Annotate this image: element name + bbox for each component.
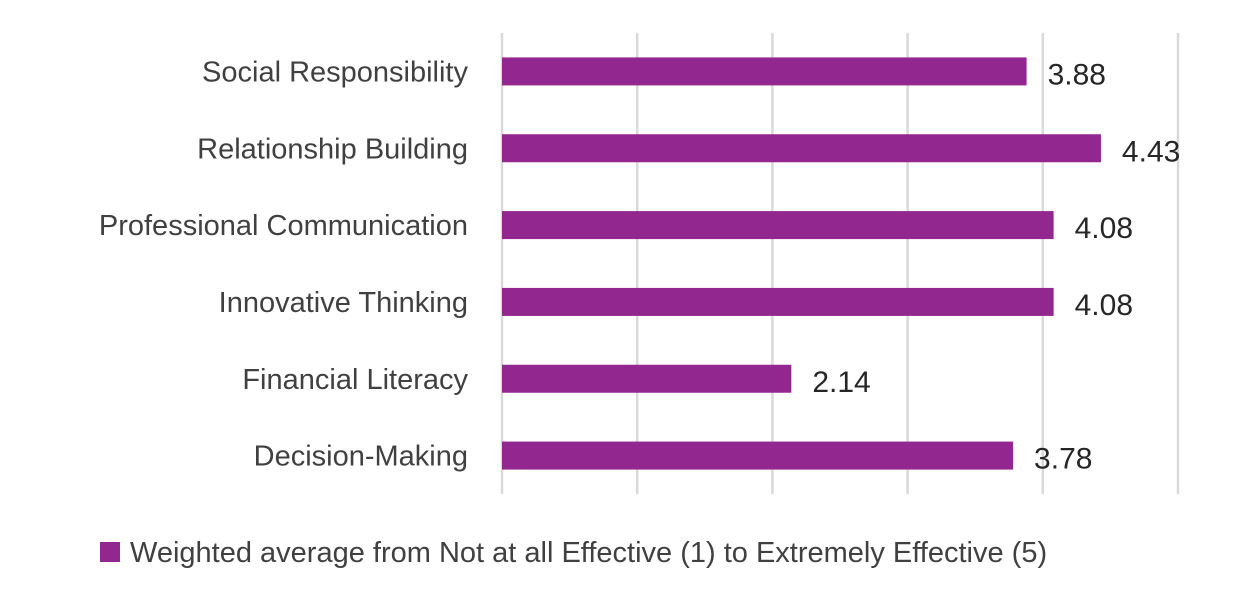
category-label: Relationship Building <box>197 133 468 165</box>
bar <box>502 211 1054 240</box>
value-labels: 3.88 4.43 4.08 4.08 2.14 3.78 <box>812 58 1180 475</box>
bar <box>502 134 1101 163</box>
legend: Weighted average from Not at all Effecti… <box>100 537 1047 569</box>
category-labels: Social Responsibility Relationship Buildi… <box>99 56 469 472</box>
data-label: 3.88 <box>1048 58 1106 91</box>
bar <box>502 287 1054 316</box>
gridlines <box>500 33 1180 494</box>
data-label: 2.14 <box>812 366 870 399</box>
category-label: Social Responsibility <box>202 56 468 88</box>
bar <box>502 364 792 393</box>
category-label: Professional Communication <box>99 210 468 242</box>
bars <box>502 57 1101 470</box>
data-label: 3.78 <box>1034 443 1092 476</box>
data-label: 4.08 <box>1075 289 1133 322</box>
legend-swatch <box>100 542 120 562</box>
bar <box>502 441 1014 470</box>
legend-label: Weighted average from Not at all Effecti… <box>130 537 1047 569</box>
category-label: Financial Literacy <box>242 364 468 396</box>
category-label: Innovative Thinking <box>219 287 468 319</box>
bar <box>502 57 1027 86</box>
category-label: Decision-Making <box>254 441 468 473</box>
data-label: 4.43 <box>1122 135 1180 168</box>
data-label: 4.08 <box>1075 212 1133 245</box>
